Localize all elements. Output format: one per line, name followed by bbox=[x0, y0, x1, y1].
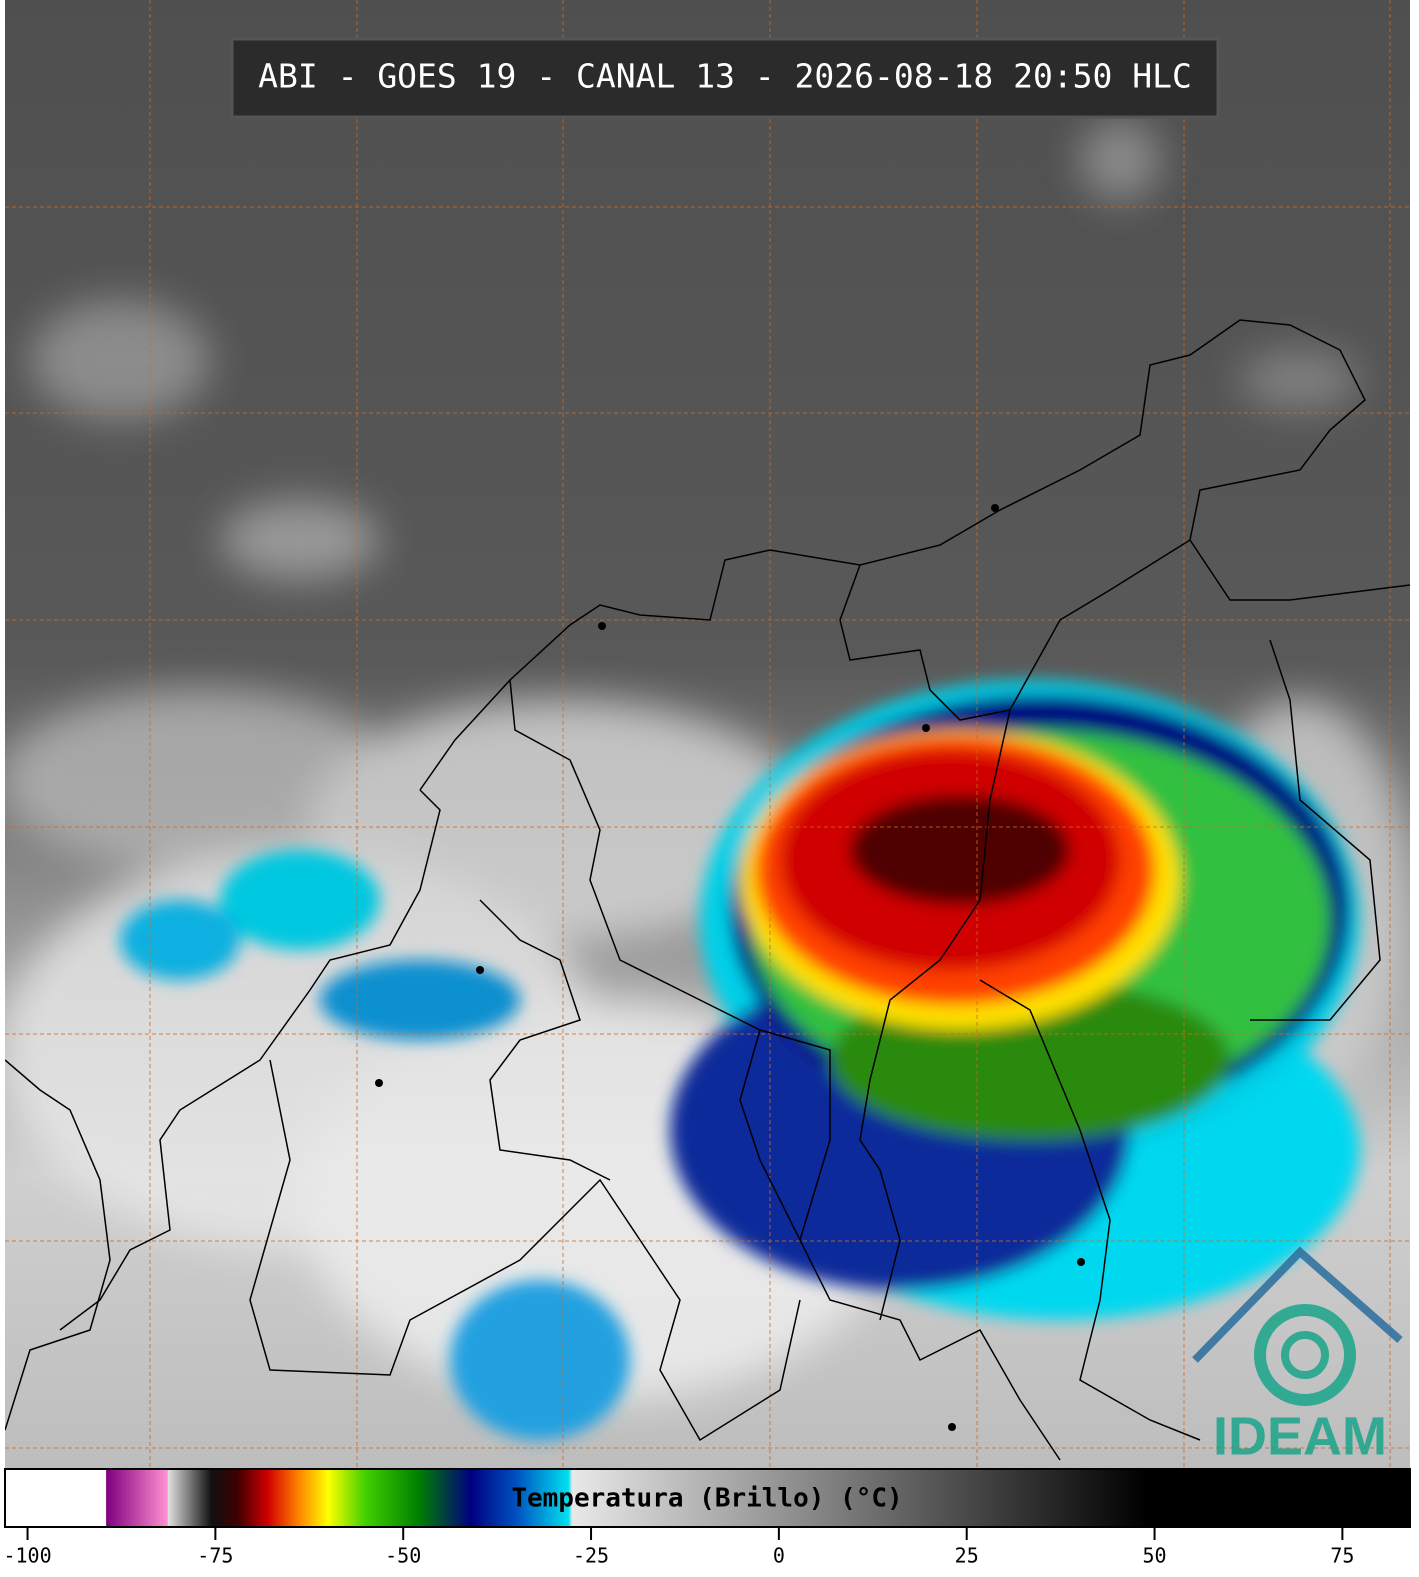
colorbar-tick-label: 75 bbox=[1330, 1544, 1354, 1568]
title-box bbox=[230, 37, 1220, 119]
title: ABI - GOES 19 - CANAL 13 - 2026-08-18 20… bbox=[258, 57, 1192, 96]
colorbar: Temperatura (Brillo) (°C) -100 -75 -50 -25 0… bbox=[3, 1468, 1411, 1568]
logo-text: IDEAM bbox=[1213, 1406, 1387, 1466]
imagery bbox=[5, 0, 1410, 1468]
colorbar-tick-label: -50 bbox=[385, 1544, 421, 1568]
borders bbox=[5, 319, 1410, 1461]
colorbar-tick-label: -100 bbox=[3, 1544, 51, 1568]
colorbar-tick-label: 50 bbox=[1142, 1544, 1166, 1568]
colorbar-tick-label: 25 bbox=[955, 1544, 979, 1568]
colorbar-tick-label: -25 bbox=[573, 1544, 609, 1568]
city-markers bbox=[375, 504, 1085, 1431]
colorbar-tick-label: -75 bbox=[197, 1544, 233, 1568]
colorbar-label: Temperatura (Brillo) (°C) bbox=[511, 1484, 902, 1514]
colorbar-ramp bbox=[4, 1468, 1411, 1528]
colorbar-tick-label: 0 bbox=[773, 1544, 785, 1568]
logo: IDEAM bbox=[1192, 1246, 1403, 1466]
